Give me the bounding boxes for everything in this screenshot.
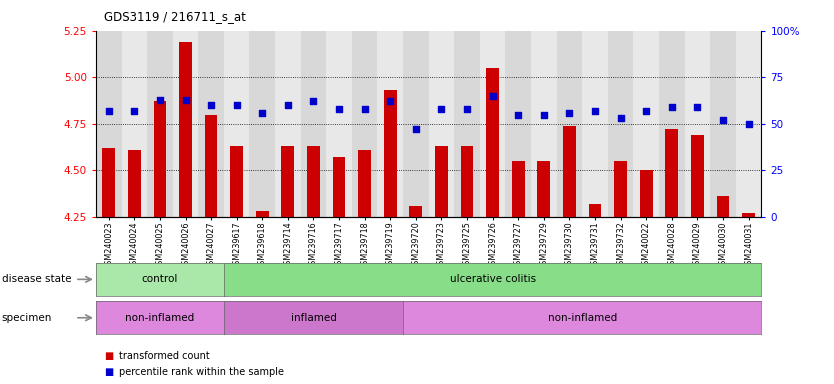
Bar [589,204,601,217]
Bar [326,31,352,217]
Bar [204,114,218,217]
Bar [256,211,269,217]
Bar [640,170,653,217]
Point [307,98,320,104]
Point [333,106,346,112]
Point [230,102,244,108]
Bar [128,150,141,217]
Bar [230,146,243,217]
Bar [179,42,192,217]
Bar [403,31,429,217]
Bar [96,31,122,217]
Bar [512,161,525,217]
Point [614,115,627,121]
Bar [531,31,556,217]
Point [281,102,294,108]
Bar [103,148,115,217]
Point [358,106,371,112]
Bar [301,31,326,217]
Text: control: control [142,274,178,285]
Bar [666,129,678,217]
Bar [608,31,634,217]
Bar [615,161,627,217]
Bar [282,146,294,217]
Point [256,109,269,116]
Text: percentile rank within the sample: percentile rank within the sample [119,367,284,377]
Point [563,109,576,116]
Bar [711,31,736,217]
Bar [736,31,761,217]
Point [384,98,397,104]
Point [435,106,448,112]
Point [409,126,423,132]
Bar [173,31,198,217]
Point [102,108,115,114]
Text: inflamed: inflamed [290,313,336,323]
Point [742,121,756,127]
Point [666,104,679,110]
Bar [429,31,455,217]
Point [128,108,141,114]
Bar [556,31,582,217]
Bar [460,146,474,217]
Bar [275,31,301,217]
Bar [352,31,378,217]
Bar [582,31,608,217]
Bar [378,31,403,217]
Bar [147,31,173,217]
Bar [486,68,499,217]
Bar [691,135,704,217]
Point [691,104,704,110]
Point [511,111,525,118]
Text: non-inflamed: non-inflamed [125,313,194,323]
Bar [224,31,249,217]
Bar [359,150,371,217]
Point [178,96,192,103]
Text: non-inflamed: non-inflamed [548,313,617,323]
Bar [409,206,422,217]
Bar [333,157,345,217]
Point [640,108,653,114]
Bar [685,31,711,217]
Bar [742,213,755,217]
Bar [249,31,275,217]
Point [153,96,167,103]
Bar [455,31,480,217]
Text: ■: ■ [104,351,113,361]
Bar [122,31,147,217]
Text: ■: ■ [104,367,113,377]
Point [204,102,218,108]
Bar [634,31,659,217]
Text: transformed count: transformed count [119,351,210,361]
Bar [537,161,550,217]
Point [460,106,474,112]
Bar [563,126,575,217]
Text: GDS3119 / 216711_s_at: GDS3119 / 216711_s_at [104,10,246,23]
Bar [659,31,685,217]
Point [716,117,730,123]
Bar [505,31,531,217]
Bar [435,146,448,217]
Point [589,108,602,114]
Bar [480,31,505,217]
Bar [716,197,730,217]
Bar [307,146,320,217]
Point [537,111,550,118]
Bar [153,101,166,217]
Text: ulcerative colitis: ulcerative colitis [450,274,535,285]
Text: disease state: disease state [2,274,71,285]
Text: specimen: specimen [2,313,52,323]
Bar [198,31,224,217]
Bar [384,90,397,217]
Point [486,93,500,99]
